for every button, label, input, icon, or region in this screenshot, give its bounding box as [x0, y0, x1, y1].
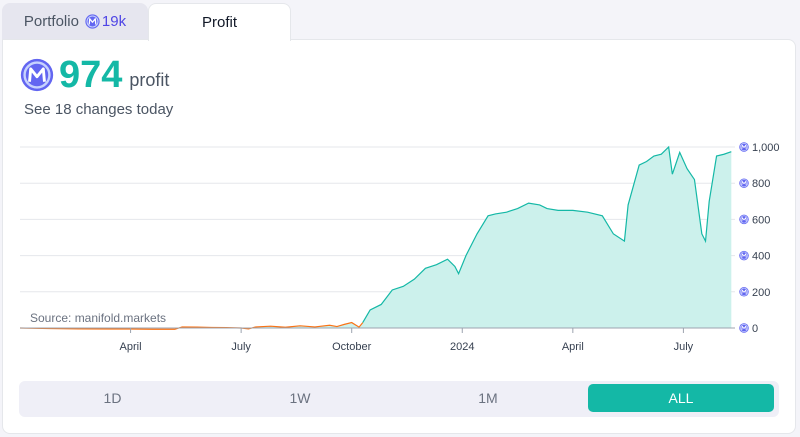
tab-bar: Portfolio 19k Profit [0, 0, 800, 41]
profit-chart[interactable]: April July October 2024 April July 0 200 400 600 8… [0, 120, 800, 360]
profit-area [20, 147, 732, 328]
profit-value: 974 [59, 54, 123, 96]
x-tick-label: October [332, 341, 371, 353]
mana-coin-icon [738, 322, 750, 334]
y-tick-label: 800 [752, 178, 770, 190]
x-tick-label: 2024 [450, 341, 474, 353]
mana-coin-icon [84, 14, 100, 29]
x-tick-label: April [562, 341, 584, 353]
y-tick-label: 400 [752, 251, 770, 263]
y-tick-label: 600 [752, 214, 770, 226]
tab-profit-label: Profit [201, 14, 237, 31]
range-1m-button[interactable]: 1M [478, 390, 498, 406]
mana-coin-icon [738, 250, 750, 261]
range-all-button[interactable]: ALL [588, 384, 774, 412]
mana-coin-icon [738, 141, 750, 153]
mana-coin-icon [738, 286, 750, 297]
range-1w-button[interactable]: 1W [289, 390, 311, 406]
tab-profit[interactable]: Profit [148, 3, 291, 41]
time-range-selector: 1D 1W 1M ALL [19, 381, 779, 417]
tab-portfolio-amount: 19k [101, 13, 127, 30]
mana-coin-icon [20, 58, 54, 92]
mana-coin-icon [738, 178, 750, 189]
changes-today-link[interactable]: See 18 changes today [24, 101, 174, 118]
x-tick-label: April [120, 341, 142, 353]
profit-label: profit [129, 69, 170, 90]
profit-line [362, 145, 732, 323]
tab-portfolio[interactable]: Portfolio 19k [2, 3, 148, 40]
profit-headline: 974 profit [20, 56, 169, 94]
x-tick-label: July [674, 341, 694, 353]
y-tick-label: 1,000 [752, 142, 780, 154]
tab-portfolio-label: Portfolio [23, 13, 79, 30]
y-tick-label: 0 [752, 323, 758, 335]
chart-source-label: Source: manifold.markets [30, 311, 166, 325]
y-tick-label: 200 [752, 287, 770, 299]
range-1d-button[interactable]: 1D [103, 390, 122, 406]
x-tick-label: July [231, 341, 251, 353]
mana-coin-icon [738, 214, 750, 225]
